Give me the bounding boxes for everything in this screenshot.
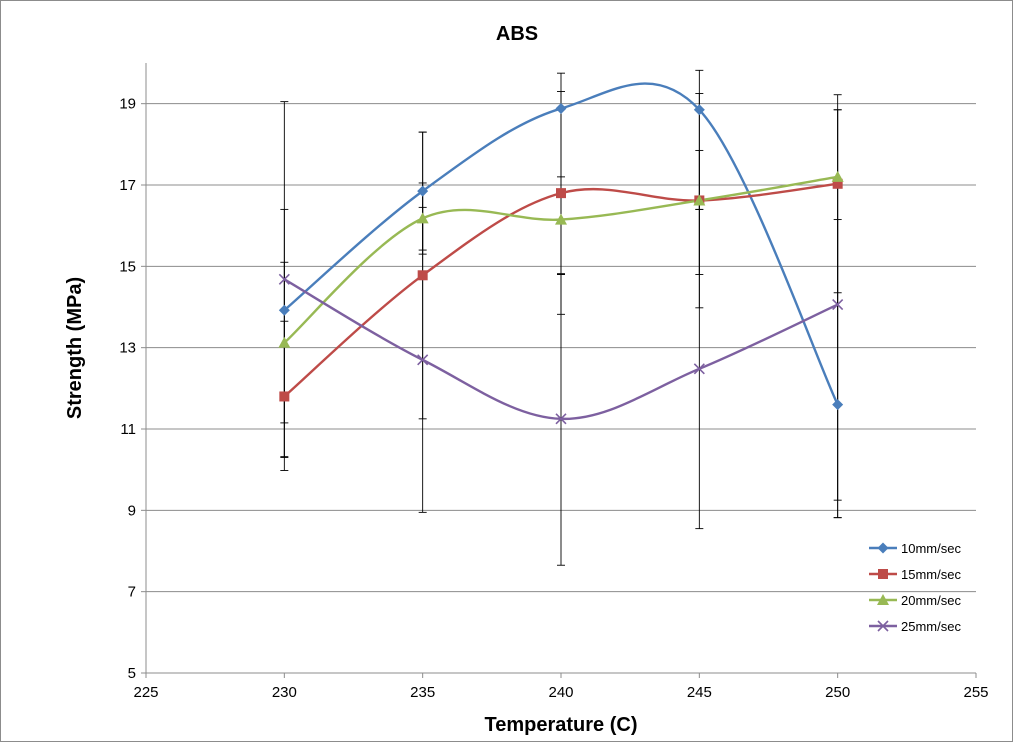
data-point-s1-245 bbox=[693, 104, 705, 116]
x-tick-label-235: 235 bbox=[410, 684, 435, 701]
y-tick-label-5: 5 bbox=[128, 665, 136, 682]
data-point-s4-235 bbox=[417, 354, 429, 366]
axes bbox=[141, 63, 977, 678]
data-point-s3-230 bbox=[278, 336, 291, 348]
legend-marker-s2 bbox=[878, 569, 888, 579]
y-tick-label-11: 11 bbox=[120, 421, 136, 438]
legend: 10mm/sec 15mm/sec 20mm/sec 25mm/sec bbox=[869, 541, 961, 634]
series-line-s3 bbox=[283, 175, 838, 344]
error-bars bbox=[280, 69, 842, 566]
x-tick-label-245: 245 bbox=[687, 684, 712, 701]
chart-title: ABS bbox=[496, 23, 538, 45]
data-point-s4-250 bbox=[832, 298, 844, 311]
data-point-s3-250 bbox=[831, 170, 844, 182]
data-point-s3-235 bbox=[416, 212, 429, 224]
y-tick-label-9: 9 bbox=[128, 502, 136, 519]
legend-label-s3: 20mm/sec bbox=[901, 593, 961, 608]
data-point-s1-235 bbox=[417, 185, 429, 197]
data-point-s2-240 bbox=[556, 188, 566, 199]
x-tick-label-250: 250 bbox=[825, 684, 850, 701]
series-line-s1 bbox=[283, 82, 839, 406]
data-point-s1-240 bbox=[555, 103, 567, 115]
y-tick-label-17: 17 bbox=[119, 177, 136, 194]
data-point-s2-230 bbox=[279, 391, 290, 402]
y-tick-label-15: 15 bbox=[119, 258, 136, 275]
y-tick-label-7: 7 bbox=[128, 584, 136, 601]
data-point-s4-245 bbox=[693, 363, 705, 375]
x-tick-label-230: 230 bbox=[272, 684, 297, 701]
data-point-s4-240 bbox=[555, 413, 567, 425]
legend-label-s4: 25mm/sec bbox=[901, 619, 961, 634]
x-axis-title: Temperature (C) bbox=[485, 714, 638, 736]
y-tick-label-13: 13 bbox=[119, 340, 136, 357]
data-point-s2-250 bbox=[832, 178, 843, 189]
tick-labels: 5 7 9 11 13 15 17 19 225 230 235 240 245 250 255 bbox=[119, 96, 988, 701]
legend-marker-s4 bbox=[877, 620, 889, 632]
x-tick-label-255: 255 bbox=[963, 684, 988, 701]
data-point-s2-235 bbox=[417, 270, 428, 281]
data-point-s4-230 bbox=[278, 273, 290, 285]
data-point-s3-245 bbox=[693, 194, 706, 206]
legend-label-s1: 10mm/sec bbox=[901, 541, 961, 556]
series-markers bbox=[278, 103, 844, 425]
legend-marker-s3 bbox=[877, 594, 889, 605]
legend-label-s2: 15mm/sec bbox=[901, 567, 961, 582]
x-tick-label-225: 225 bbox=[133, 684, 158, 701]
x-tick-label-240: 240 bbox=[548, 684, 573, 701]
data-point-s3-240 bbox=[555, 213, 567, 225]
legend-marker-s1 bbox=[877, 542, 889, 554]
data-point-s1-250 bbox=[832, 399, 844, 411]
data-point-s1-230 bbox=[278, 304, 290, 316]
y-tick-label-19: 19 bbox=[119, 96, 136, 113]
y-axis-title: Strength (MPa) bbox=[64, 277, 86, 419]
